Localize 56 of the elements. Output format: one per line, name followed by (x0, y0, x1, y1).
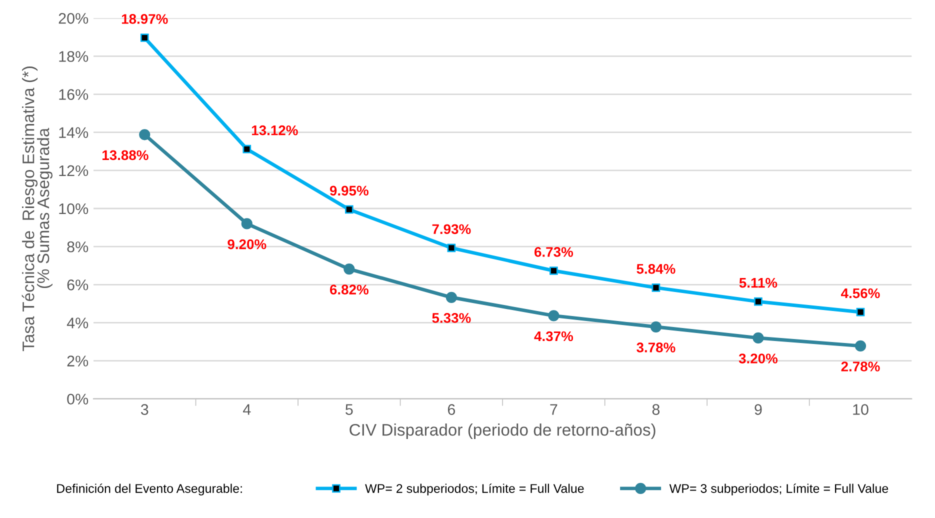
data-label: 5.84% (636, 264, 676, 274)
data-label: 18.97% (122, 14, 168, 24)
data-label: 13.88% (102, 150, 148, 160)
legend-label: WP= 2 subperiodos; Límite = Full Value (365, 484, 584, 496)
x-tick-label: 3 (140, 404, 148, 415)
point (754, 297, 762, 306)
legend-label: WP= 3 subperiodos; Límite = Full Value (669, 484, 888, 496)
y-tick-label: 12% (59, 165, 88, 176)
x-axis-title: CIV Disparador (periodo de retorno-años) (350, 424, 656, 440)
y-tick-label: 20% (58, 13, 88, 24)
point (752, 332, 764, 344)
point (140, 34, 149, 42)
y-tick-label: 4% (66, 318, 88, 328)
y-tick-label: 14% (59, 127, 88, 138)
x-tick-label: 5 (346, 404, 353, 415)
point (241, 218, 252, 230)
point (447, 244, 456, 252)
y-tick-label: 16% (59, 89, 88, 100)
y-tick-label: 18% (59, 51, 88, 62)
x-tick-label: 7 (550, 404, 558, 415)
data-label: 6.82% (330, 284, 368, 295)
y-tick-label: 6% (67, 280, 88, 290)
point (650, 321, 662, 332)
data-label: 6.73% (534, 247, 574, 257)
y-tick-label: 2% (67, 356, 88, 366)
data-label: 13.12% (252, 125, 298, 136)
data-label: 5.11% (739, 278, 778, 288)
legend-title: Definición del Evento Asegurable: (57, 484, 242, 496)
point (344, 205, 354, 214)
x-tick-label: 6 (448, 404, 456, 415)
y-tick-label: 10% (59, 203, 88, 214)
data-label: 2.78% (841, 362, 880, 372)
data-label: 3.20% (738, 354, 778, 364)
data-label: 3.78% (636, 342, 676, 352)
x-tick-label: 4 (243, 404, 251, 415)
point (550, 266, 558, 275)
point (446, 292, 457, 303)
y-axis-title: Tasa Técnica de Riesgo Estimativa (*) (% Sumas Asegurada (22, 66, 53, 352)
point (856, 308, 865, 316)
data-label: 4.56% (841, 288, 880, 298)
x-tick-label: 10 (853, 404, 868, 415)
y-tick-label: 8% (67, 241, 88, 252)
data-label: 4.37% (534, 331, 574, 342)
data-label: 7.93% (432, 224, 471, 234)
point (344, 263, 355, 275)
y-tick-label: 0% (67, 394, 88, 405)
data-label: 9.95% (330, 186, 368, 196)
data-label: 5.33% (432, 313, 471, 323)
point (652, 284, 660, 292)
point (548, 310, 560, 322)
point (854, 340, 866, 352)
point (139, 129, 150, 140)
x-tick-label: 8 (652, 404, 660, 415)
point (242, 144, 252, 154)
data-label: 9.20% (228, 239, 266, 250)
x-tick-label: 9 (754, 404, 762, 415)
